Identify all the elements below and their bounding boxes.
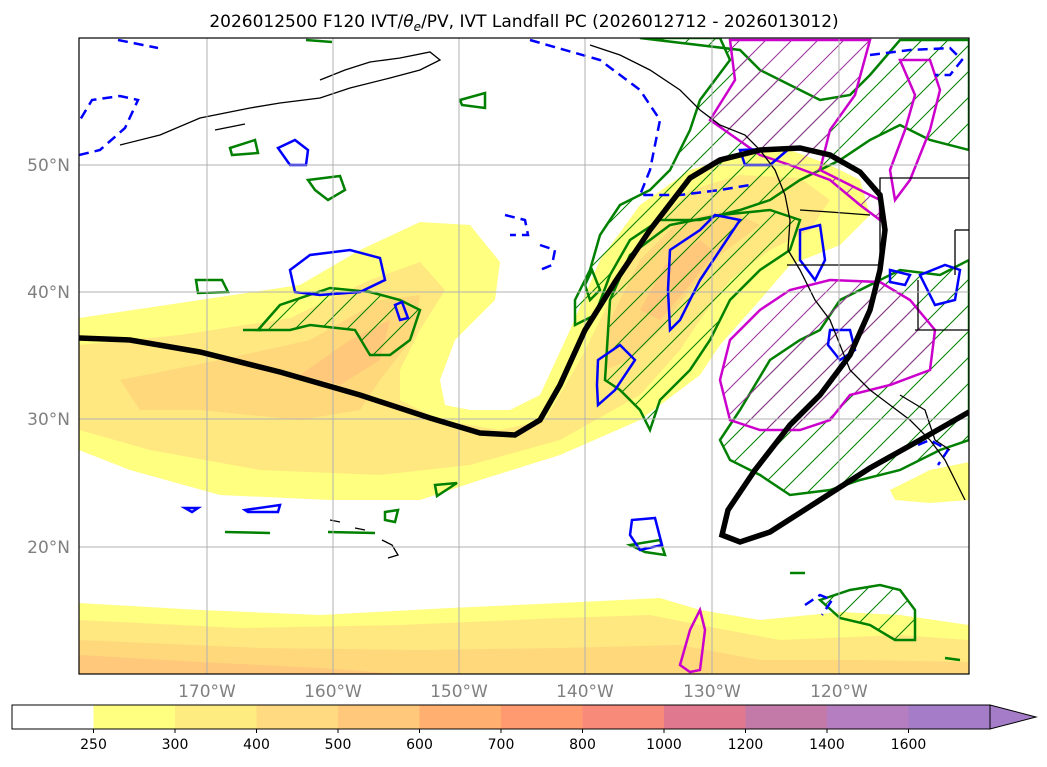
- colorbar-tick-label: 400: [243, 737, 270, 753]
- colorbar-tick-label: 300: [162, 737, 189, 753]
- lon-label-160w: 160°W: [304, 682, 362, 702]
- lon-label-120w: 120°W: [810, 682, 868, 702]
- theta-e-hatch-se: [817, 583, 917, 642]
- colorbar-swatch: [12, 705, 94, 729]
- theta-e-hatch-ar: [603, 208, 802, 434]
- colorbar-swatch: [745, 705, 828, 729]
- ivt-shading-south-500: [79, 655, 400, 674]
- theta-e-hatch-central: [255, 286, 422, 357]
- map-area: [79, 38, 969, 674]
- colorbar-tick-label: 600: [406, 737, 433, 753]
- colorbar-tick-label: 1600: [891, 737, 927, 753]
- map-frame: [78, 37, 970, 675]
- colorbar-swatch: [908, 705, 991, 729]
- ivt-pc-contour-main: [79, 145, 969, 545]
- ivt-shading-south-400: [79, 640, 969, 674]
- colorbar-swatch: [93, 705, 176, 729]
- colorbar-swatch: [256, 705, 339, 729]
- colorbar-tick-label: 1000: [646, 737, 682, 753]
- colorbar-tick-label: 1400: [809, 737, 845, 753]
- magenta-hatch-south: [718, 278, 937, 432]
- colorbar-tick-label: 500: [325, 737, 352, 753]
- pv-contours-solid: [180, 138, 962, 552]
- lat-label-30: 30°N: [27, 410, 70, 430]
- colorbar-tick-label: 800: [569, 737, 596, 753]
- gridlines: [79, 38, 969, 674]
- coastlines: [119, 44, 969, 559]
- colorbar-swatch: [175, 705, 257, 729]
- lat-label-40: 40°N: [27, 283, 70, 303]
- magenta-contour-south: [678, 606, 707, 674]
- lat-label-50: 50°N: [27, 156, 70, 176]
- magenta-hatch-north: [708, 38, 882, 223]
- lon-label-140w: 140°W: [556, 682, 614, 702]
- colorbar-swatch: [827, 705, 909, 729]
- lon-label-150w: 150°W: [430, 682, 488, 702]
- colorbar-swatch: [582, 705, 665, 729]
- chart-title: 2026012500 F120 IVT/θe/PV, IVT Landfall …: [209, 12, 838, 34]
- colorbar-tick-label: 700: [488, 737, 515, 753]
- colorbar-tick-label: 250: [80, 737, 107, 753]
- colorbar-swatch: [419, 705, 502, 729]
- colorbar: 250 300 400 500 600 700 800 1000 1200 1400 1600: [11, 704, 1038, 753]
- lon-label-170w: 170°W: [178, 682, 236, 702]
- lat-label-20: 20°N: [27, 538, 70, 558]
- colorbar-swatch: [501, 705, 583, 729]
- colorbar-tick-label: 1200: [728, 737, 764, 753]
- colorbar-extend-arrow: [989, 704, 1038, 730]
- colorbar-swatch: [664, 705, 746, 729]
- colorbar-swatch: [338, 705, 420, 729]
- theta-e-contours: [194, 38, 961, 662]
- ivt-shading-small-east: [890, 462, 969, 503]
- pv-contours-dashed: [79, 38, 964, 616]
- lon-label-130w: 130°W: [683, 682, 741, 702]
